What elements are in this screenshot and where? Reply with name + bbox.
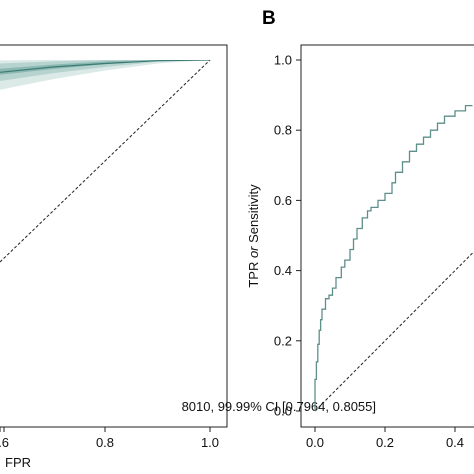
panel-a-x-tick-label: 0.6 [0, 435, 9, 450]
panel-a: 0.6 0.8 1.0 8010, 99.99% CI [0.7964, 0.805… [0, 44, 376, 470]
panel-a-x-ticks: 0.6 0.8 1.0 [0, 427, 219, 450]
panel-a-x-tick-label: 1.0 [201, 435, 219, 450]
panel-b-letter: B [262, 8, 276, 29]
panel-b-y-tick-label: 0.6 [274, 193, 292, 208]
panel-a-mean-roc-line [0, 60, 210, 73]
panel-b-x-tick-label: 0.2 [376, 435, 394, 450]
panel-b-y-ticks: 0.0 0.2 0.4 0.6 0.8 1.0 [274, 53, 301, 419]
panel-a-band-mid [0, 60, 210, 81]
panel-b-y-tick-label: 0.0 [274, 404, 292, 419]
panel-b-y-tick-label: 0.8 [274, 123, 292, 138]
panel-b-y-tick-label: 0.4 [274, 263, 292, 278]
panel-b-x-tick-label: 0.0 [306, 435, 324, 450]
panel-a-frame [0, 44, 228, 428]
panel-b-roc-line [314, 104, 473, 411]
panel-b-x-ticks: 0.0 0.2 0.4 [306, 427, 464, 450]
panel-a-confidence-bands [0, 60, 210, 90]
panel-b-y-tick-label: 1.0 [274, 53, 292, 68]
panel-a-x-tick-label: 0.8 [96, 435, 114, 450]
panel-a-chance-diagonal [0, 59, 211, 263]
panel-b-chance-diagonal [314, 252, 473, 412]
panel-a-band-outer [0, 60, 210, 90]
panel-b-y-tick-label: 0.2 [274, 333, 292, 348]
panel-b-y-axis-label: TPR or Sensitivity [246, 184, 261, 288]
panel-b-x-tick-label: 0.4 [446, 435, 464, 450]
panel-b: B 0.0 0.2 0.4 0.6 0.8 1.0 0.0 0.2 0.4 TPR or Se… [246, 8, 474, 450]
panel-a-x-axis-label: FPR [5, 455, 31, 470]
panel-b-frame [300, 44, 474, 428]
panel-a-annotation: 8010, 99.99% CI [0.7964, 0.8055] [182, 399, 376, 414]
